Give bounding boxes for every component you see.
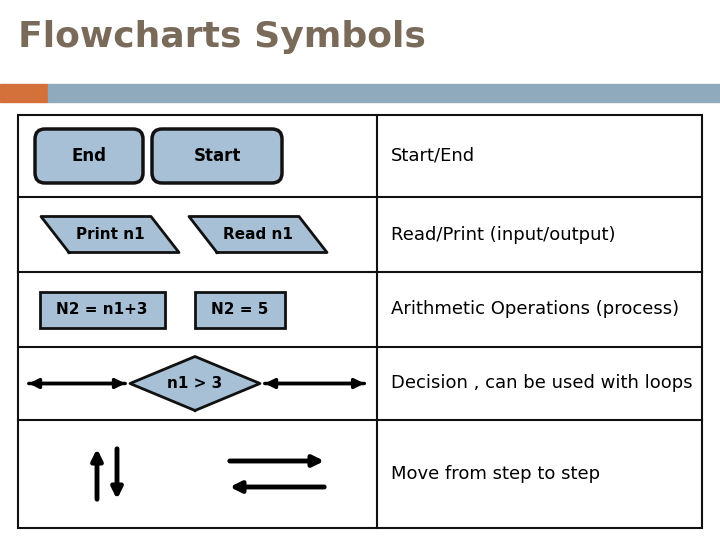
FancyBboxPatch shape <box>35 129 143 183</box>
Text: End: End <box>71 147 107 165</box>
FancyBboxPatch shape <box>152 129 282 183</box>
Polygon shape <box>41 217 179 253</box>
Text: Move from step to step: Move from step to step <box>391 465 600 483</box>
Text: Decision , can be used with loops: Decision , can be used with loops <box>391 375 693 393</box>
Text: N2 = n1+3: N2 = n1+3 <box>56 302 148 317</box>
Text: Arithmetic Operations (process): Arithmetic Operations (process) <box>391 300 679 319</box>
Polygon shape <box>189 217 327 253</box>
Text: Read n1: Read n1 <box>223 227 293 242</box>
Bar <box>0 84 48 102</box>
Text: N2 = 5: N2 = 5 <box>211 302 269 317</box>
Bar <box>18 115 702 528</box>
Text: n1 > 3: n1 > 3 <box>167 376 222 391</box>
Text: Start: Start <box>193 147 240 165</box>
Polygon shape <box>130 356 260 410</box>
Text: Flowcharts Symbols: Flowcharts Symbols <box>18 20 426 54</box>
Text: Print n1: Print n1 <box>76 227 144 242</box>
Bar <box>40 292 165 327</box>
Bar <box>48 84 720 102</box>
Text: Start/End: Start/End <box>391 147 475 165</box>
Text: Read/Print (input/output): Read/Print (input/output) <box>391 226 616 244</box>
Bar <box>195 292 285 327</box>
